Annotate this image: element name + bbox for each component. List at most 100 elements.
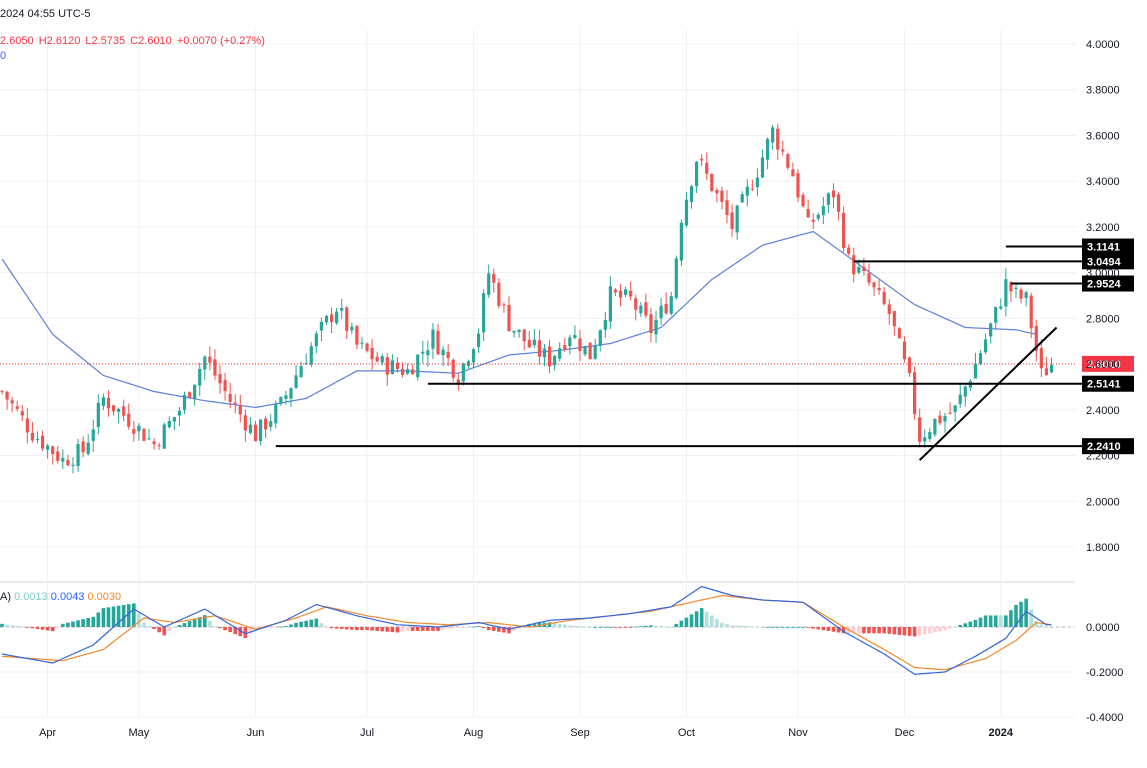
macd-hist-bar bbox=[466, 627, 471, 628]
macd-hist-bar bbox=[938, 627, 942, 632]
candle-body bbox=[553, 355, 557, 366]
candle-body bbox=[198, 368, 202, 386]
candle-body bbox=[1004, 279, 1008, 307]
candle-body bbox=[355, 326, 359, 345]
macd-hist-bar bbox=[755, 626, 760, 628]
macd-hist-bar bbox=[532, 623, 537, 627]
candle-body bbox=[740, 194, 744, 203]
macd-hist-bar bbox=[45, 627, 50, 631]
candle-body bbox=[101, 397, 105, 407]
macd-hist-bar bbox=[370, 627, 374, 631]
x-tick-label: Oct bbox=[678, 727, 695, 739]
macd-hist-bar bbox=[568, 625, 572, 627]
candle-body bbox=[816, 214, 820, 219]
macd-hist-bar bbox=[218, 627, 222, 629]
level-label: 3.1141 bbox=[1087, 242, 1120, 254]
macd-hist-bar bbox=[669, 627, 674, 628]
candle-body bbox=[497, 282, 501, 306]
x-tick-label: Jul bbox=[360, 727, 374, 739]
macd-hist-bar bbox=[811, 627, 815, 629]
macd-line-value: 0.0043 bbox=[50, 591, 85, 603]
candle-body bbox=[294, 375, 298, 388]
moving-average-line bbox=[1, 230, 1037, 409]
macd-hist-bar bbox=[446, 627, 450, 629]
macd-hist-bar bbox=[710, 615, 714, 627]
macd-hist-bar bbox=[309, 619, 314, 627]
price-axis: 4.0000 3.8000 3.6000 3.4000 3.2000 3.0000 2.80… bbox=[1086, 39, 1123, 724]
macd-hist-bar bbox=[933, 627, 937, 633]
macd-hist-bar bbox=[664, 626, 668, 628]
candle-body bbox=[15, 406, 19, 409]
macd-hist-bar bbox=[796, 627, 800, 628]
macd-hist-bar bbox=[86, 617, 90, 627]
trend-line bbox=[918, 326, 1058, 461]
ohlc-change: +0.0070 (+0.27%) bbox=[176, 35, 265, 47]
candle-body bbox=[537, 340, 542, 357]
macd-hist-bar bbox=[365, 627, 369, 631]
macd-hist-bar bbox=[111, 606, 116, 627]
macd-hist-bar bbox=[816, 627, 821, 630]
candle-body bbox=[482, 293, 486, 333]
macd-hist-bar bbox=[1049, 627, 1054, 628]
macd-hist-bar bbox=[491, 627, 496, 631]
macd-hist-bar bbox=[1029, 609, 1034, 627]
candle-body bbox=[243, 415, 247, 431]
macd-hist-bar bbox=[679, 620, 684, 627]
macd-hist-bar bbox=[953, 626, 957, 628]
candle-body bbox=[10, 400, 14, 404]
candle-body bbox=[593, 345, 597, 359]
macd-hist-bar bbox=[71, 621, 75, 627]
candle-body bbox=[684, 199, 689, 226]
candle-body bbox=[765, 139, 770, 160]
y-tick-label: 2.4000 bbox=[1086, 405, 1120, 417]
x-tick-label: Aug bbox=[464, 727, 484, 739]
macd-tick-label: 0.0000 bbox=[1086, 622, 1120, 634]
macd-hist-bar bbox=[507, 627, 511, 634]
candle-body bbox=[385, 357, 389, 375]
x-tick-label: Nov bbox=[788, 727, 808, 739]
candle-body bbox=[613, 289, 618, 293]
y-tick-label: 2.8000 bbox=[1086, 313, 1120, 325]
candle-body bbox=[375, 356, 379, 362]
macd-hist-bar bbox=[791, 627, 795, 628]
candle-body bbox=[117, 408, 121, 412]
candle-body bbox=[842, 212, 846, 249]
macd-hist-bar bbox=[704, 611, 709, 627]
macd-hist-bar bbox=[806, 627, 810, 628]
macd-hist-bar bbox=[471, 626, 476, 628]
candle-body bbox=[983, 339, 988, 353]
macd-hist-bar bbox=[831, 627, 836, 632]
candle-body bbox=[512, 330, 516, 333]
macd-hist-bar bbox=[684, 617, 689, 627]
macd-hist-bar bbox=[1034, 620, 1039, 627]
macd-hist-bar bbox=[61, 623, 65, 627]
candle-body bbox=[669, 296, 673, 314]
ma-line bbox=[1, 230, 1037, 409]
macd-hist-bar bbox=[147, 625, 151, 627]
candle-body bbox=[522, 329, 526, 342]
macd-hist-bar bbox=[121, 604, 126, 627]
macd-hist-bar bbox=[152, 627, 156, 630]
candle-body bbox=[370, 347, 374, 360]
macd-hist-bar bbox=[1004, 615, 1008, 627]
macd-hist-bar bbox=[243, 627, 248, 639]
macd-hist-bar bbox=[486, 627, 491, 631]
candle-body bbox=[203, 356, 207, 370]
candle-body bbox=[872, 282, 876, 288]
x-tick-label: Dec bbox=[895, 727, 915, 739]
candle-body bbox=[867, 273, 871, 283]
candle-body bbox=[831, 190, 836, 198]
candle-body bbox=[137, 425, 141, 432]
candle-body bbox=[142, 428, 146, 441]
candle-body bbox=[725, 200, 729, 216]
candle-body bbox=[167, 420, 171, 428]
candle-body bbox=[791, 169, 795, 177]
ohlc-close: C2.6010 bbox=[130, 35, 172, 47]
macd-hist-bar bbox=[917, 627, 922, 636]
macd-hist-bar bbox=[375, 627, 379, 631]
candle-body bbox=[1049, 364, 1054, 373]
macd-hist-bar bbox=[126, 604, 131, 627]
macd-hist-bar bbox=[299, 621, 303, 627]
macd-hist-bar bbox=[66, 622, 70, 627]
